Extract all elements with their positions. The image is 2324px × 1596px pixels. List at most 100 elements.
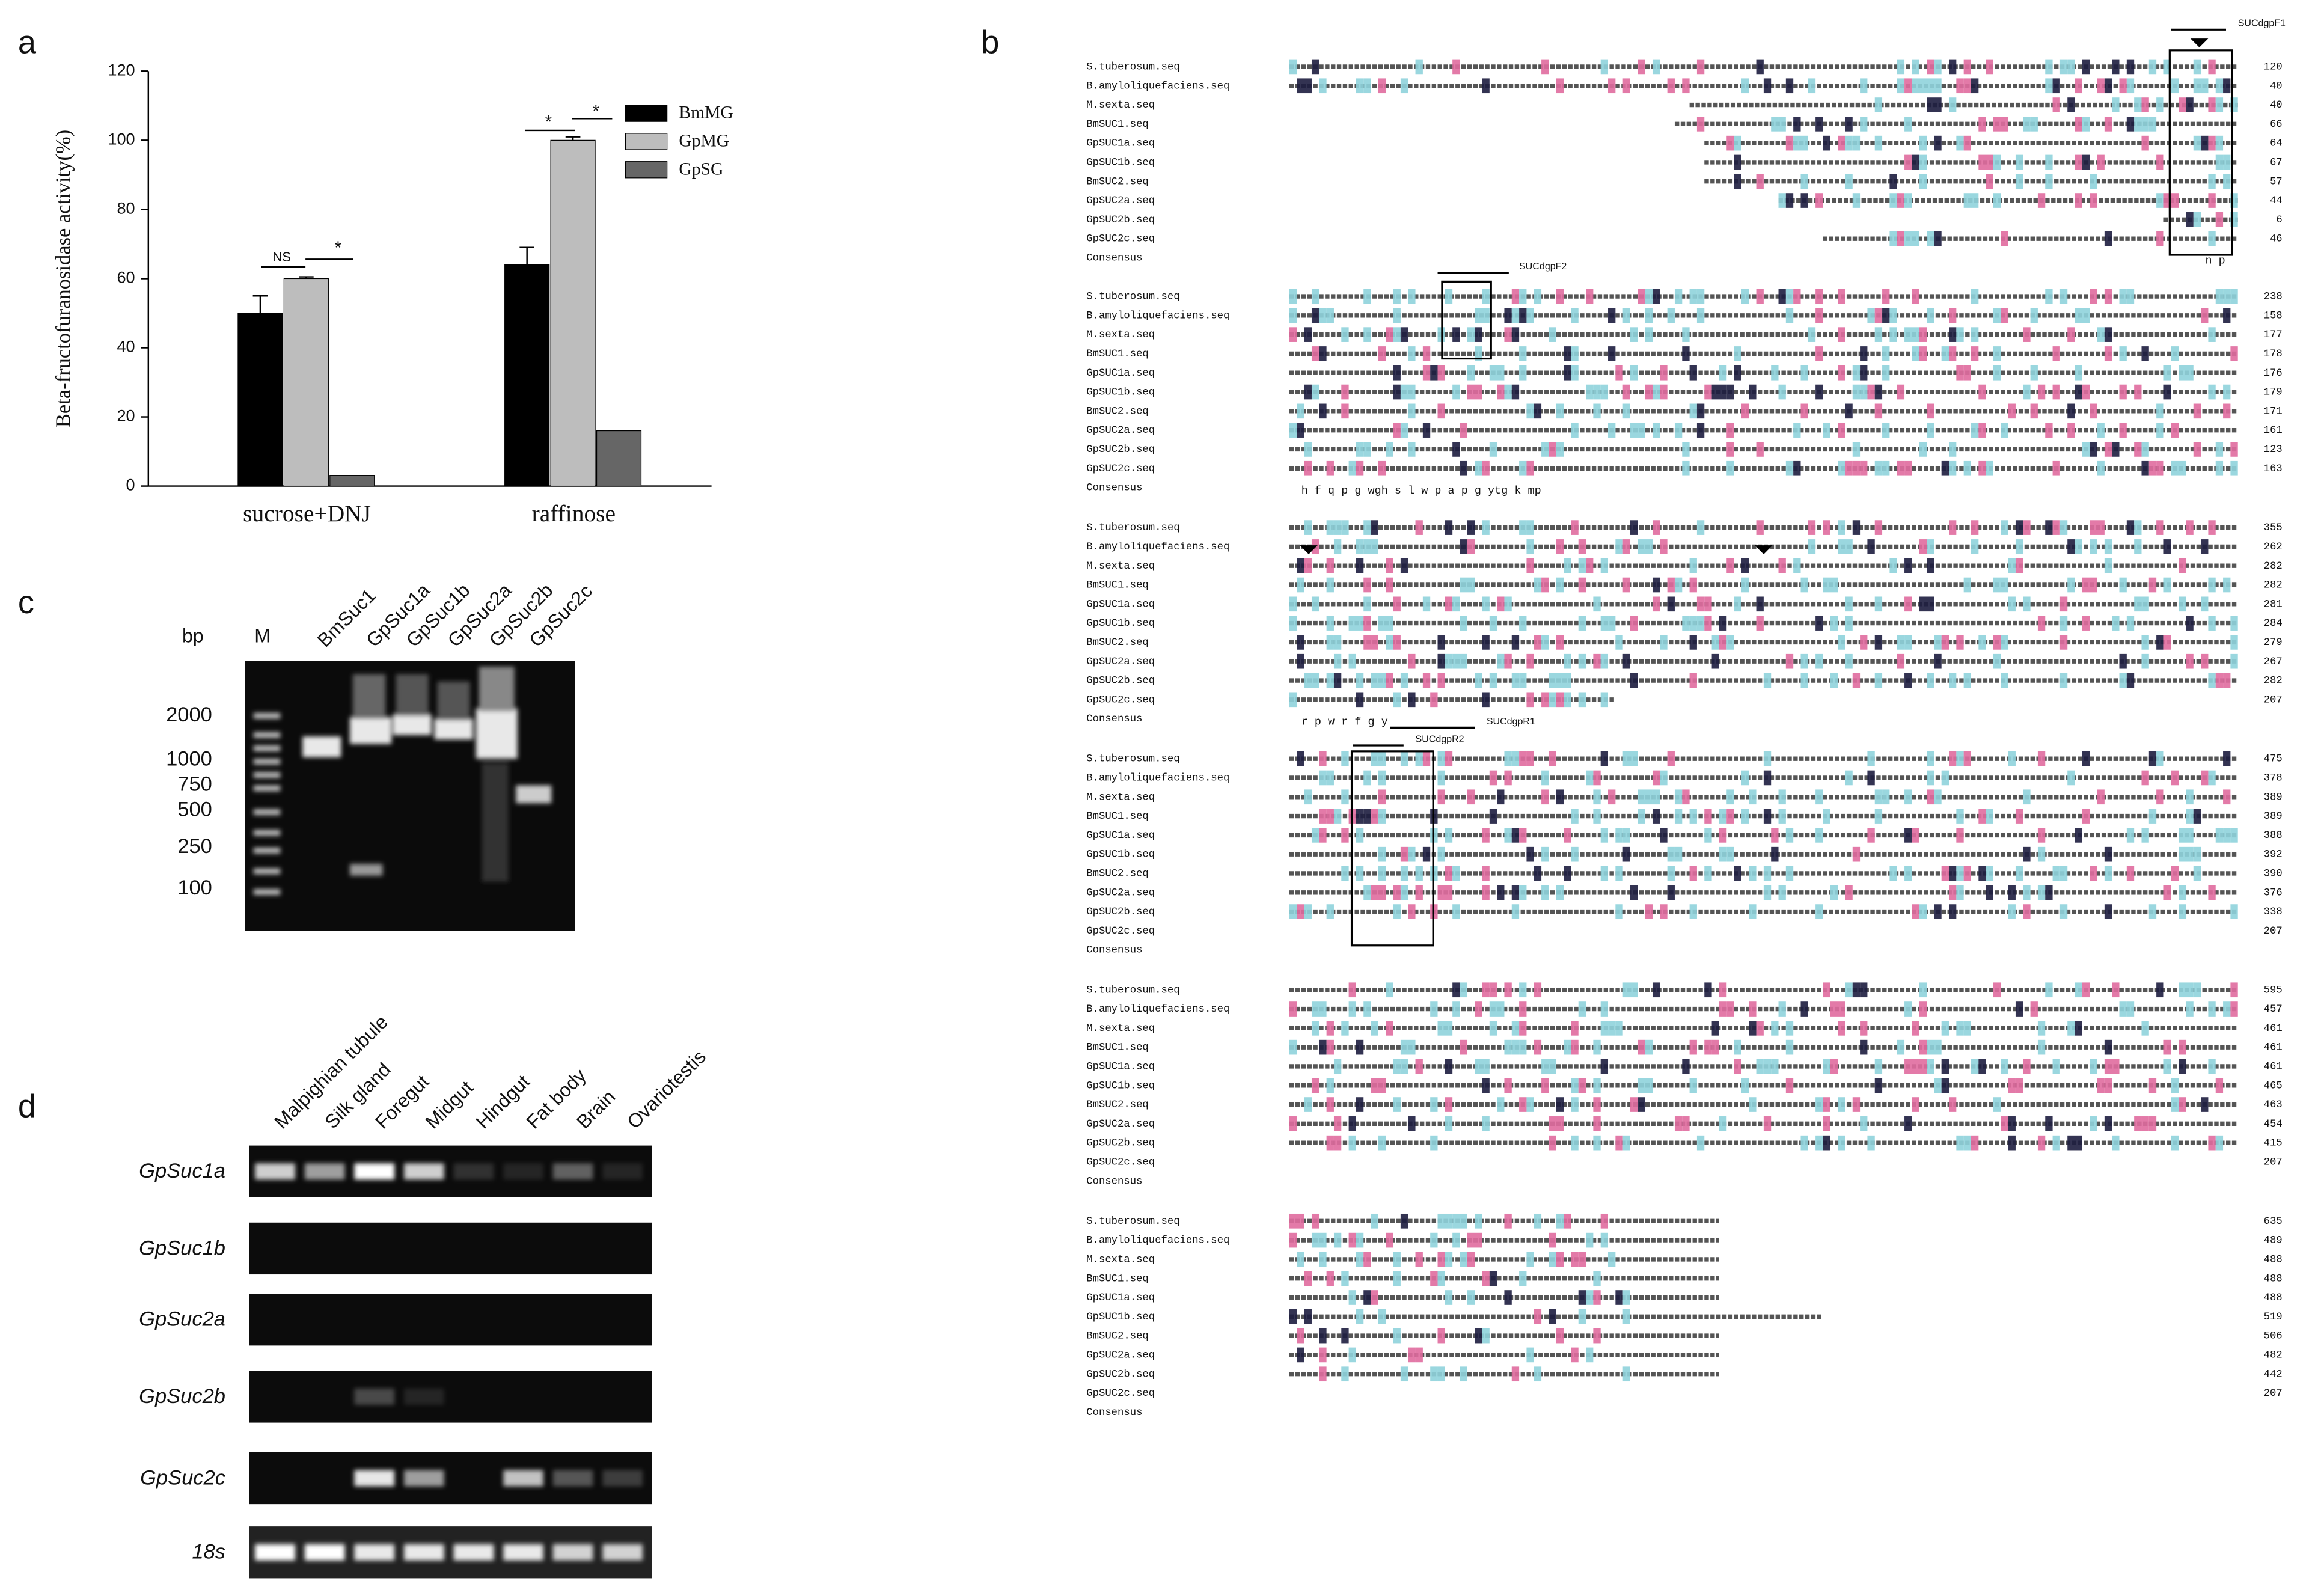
- residue-highlight: [1289, 1309, 1297, 1324]
- residue-highlight: [1645, 327, 1653, 342]
- residue-highlight: [2015, 1001, 2023, 1017]
- residue-highlight: [1830, 577, 1838, 593]
- residue-highlight: [1526, 520, 1534, 535]
- residue-highlight: [2023, 1059, 2031, 1074]
- residue-highlight: [1934, 59, 1942, 75]
- residue-highlight: [1852, 673, 1861, 688]
- gel-c-bands: [253, 667, 552, 895]
- residue-highlight: [1437, 1366, 1445, 1382]
- residue-highlight: [1297, 635, 1304, 650]
- residue-highlight: [2223, 673, 2231, 688]
- residue-highlight: [2052, 460, 2060, 476]
- residue-highlight: [1363, 442, 1371, 457]
- residue-highlight: [1356, 1097, 1364, 1112]
- residue-highlight: [1949, 1097, 1957, 1112]
- residue-highlight: [2104, 558, 2112, 573]
- residue-highlight: [1386, 327, 1393, 342]
- residue-highlight: [1437, 1252, 1445, 1267]
- position-number: 281: [2264, 599, 2283, 610]
- residue-highlight: [2223, 154, 2231, 170]
- residue-highlight: [1400, 1059, 1408, 1074]
- residue-highlight: [1445, 828, 1453, 843]
- residue-highlight: [1475, 327, 1482, 342]
- residue-highlight: [1823, 982, 1830, 998]
- residue-highlight: [2208, 885, 2216, 900]
- residue-highlight: [1934, 1039, 1942, 1055]
- residue-highlight: [2134, 117, 2142, 132]
- residue-highlight: [1630, 751, 1638, 766]
- sequence-name: Consensus: [1086, 945, 1142, 956]
- residue-highlight: [1615, 365, 1623, 381]
- residue-highlight: [1319, 1039, 1327, 1055]
- primer-label: SUCdgpF2: [1519, 261, 1567, 272]
- residue-highlight: [1689, 673, 1697, 688]
- residue-highlight: [1897, 231, 1905, 246]
- residue-highlight: [2141, 596, 2149, 612]
- band: [354, 1470, 395, 1487]
- residue-highlight: [1874, 635, 1883, 650]
- residue-highlight: [1541, 577, 1549, 593]
- residue-highlight: [2179, 1097, 2186, 1112]
- residue-highlight: [2008, 403, 2016, 419]
- residue-highlight: [1838, 289, 1845, 304]
- sequence-name: GpSUC1b.seq: [1086, 618, 1155, 629]
- residue-highlight: [1311, 673, 1319, 688]
- position-number: 388: [2264, 830, 2283, 842]
- residue-highlight: [1430, 692, 1438, 708]
- position-number: 461: [2264, 1023, 2283, 1035]
- residue-highlight: [1986, 885, 1993, 900]
- residue-highlight: [1437, 673, 1445, 688]
- residue-highlight: [1630, 423, 1638, 438]
- residue-highlight: [2104, 1116, 2112, 1131]
- residue-highlight: [1400, 1213, 1408, 1229]
- residue-highlight: [2030, 1001, 2038, 1017]
- residue-highlight: [1978, 384, 1986, 400]
- gel-d: [249, 1145, 652, 1579]
- residue-highlight: [1289, 692, 1297, 708]
- residue-highlight: [1912, 904, 1919, 919]
- residue-highlight: [1756, 442, 1764, 457]
- residue-highlight: [1571, 1347, 1579, 1363]
- sequence-name: GpSUC1a.seq: [1086, 368, 1155, 379]
- residue-highlight: [2193, 982, 2201, 998]
- residue-highlight: [1726, 423, 1734, 438]
- residue-highlight: [1615, 828, 1623, 843]
- size-label: 2000: [166, 703, 212, 726]
- residue-highlight: [1608, 789, 1616, 805]
- residue-highlight: [2156, 520, 2164, 535]
- residue-highlight: [1356, 1252, 1364, 1267]
- residue-highlight: [1919, 346, 1927, 361]
- position-number: 389: [2264, 792, 2283, 803]
- residue-highlight: [1378, 809, 1386, 824]
- residue-highlight: [1519, 885, 1527, 900]
- residue-highlight: [1482, 885, 1490, 900]
- residue-highlight: [1467, 577, 1475, 593]
- band: [453, 1163, 494, 1180]
- residue-highlight: [1489, 1271, 1497, 1286]
- residue-highlight: [2059, 616, 2068, 631]
- residue-highlight: [1889, 327, 1897, 342]
- residue-highlight: [1845, 885, 1853, 900]
- residue-highlight: [1333, 1232, 1342, 1248]
- tissue-label: Ovariotestis: [623, 1045, 710, 1133]
- arrow: [1300, 545, 1318, 554]
- residue-highlight: [2082, 442, 2090, 457]
- residue-highlight: [1289, 423, 1297, 438]
- residue-highlight: [2193, 135, 2201, 151]
- residue-highlight: [1800, 577, 1808, 593]
- residue-highlight: [2215, 828, 2224, 843]
- residue-highlight: [1400, 751, 1408, 766]
- residue-highlight: [2082, 577, 2090, 593]
- sequence-name: M.sexta.seq: [1086, 100, 1155, 111]
- residue-highlight: [1741, 1078, 1749, 1093]
- position-number: 282: [2264, 561, 2283, 572]
- sequence-name: BmSUC1.seq: [1086, 811, 1149, 822]
- residue-highlight: [1689, 1039, 1697, 1055]
- residue-highlight: [1333, 635, 1342, 650]
- residue-highlight: [1689, 289, 1697, 304]
- residue-highlight: [1897, 193, 1905, 208]
- residue-highlight: [1986, 866, 1993, 881]
- position-number: 461: [2264, 1042, 2283, 1054]
- residue-highlight: [1630, 885, 1638, 900]
- residue-highlight: [2179, 596, 2186, 612]
